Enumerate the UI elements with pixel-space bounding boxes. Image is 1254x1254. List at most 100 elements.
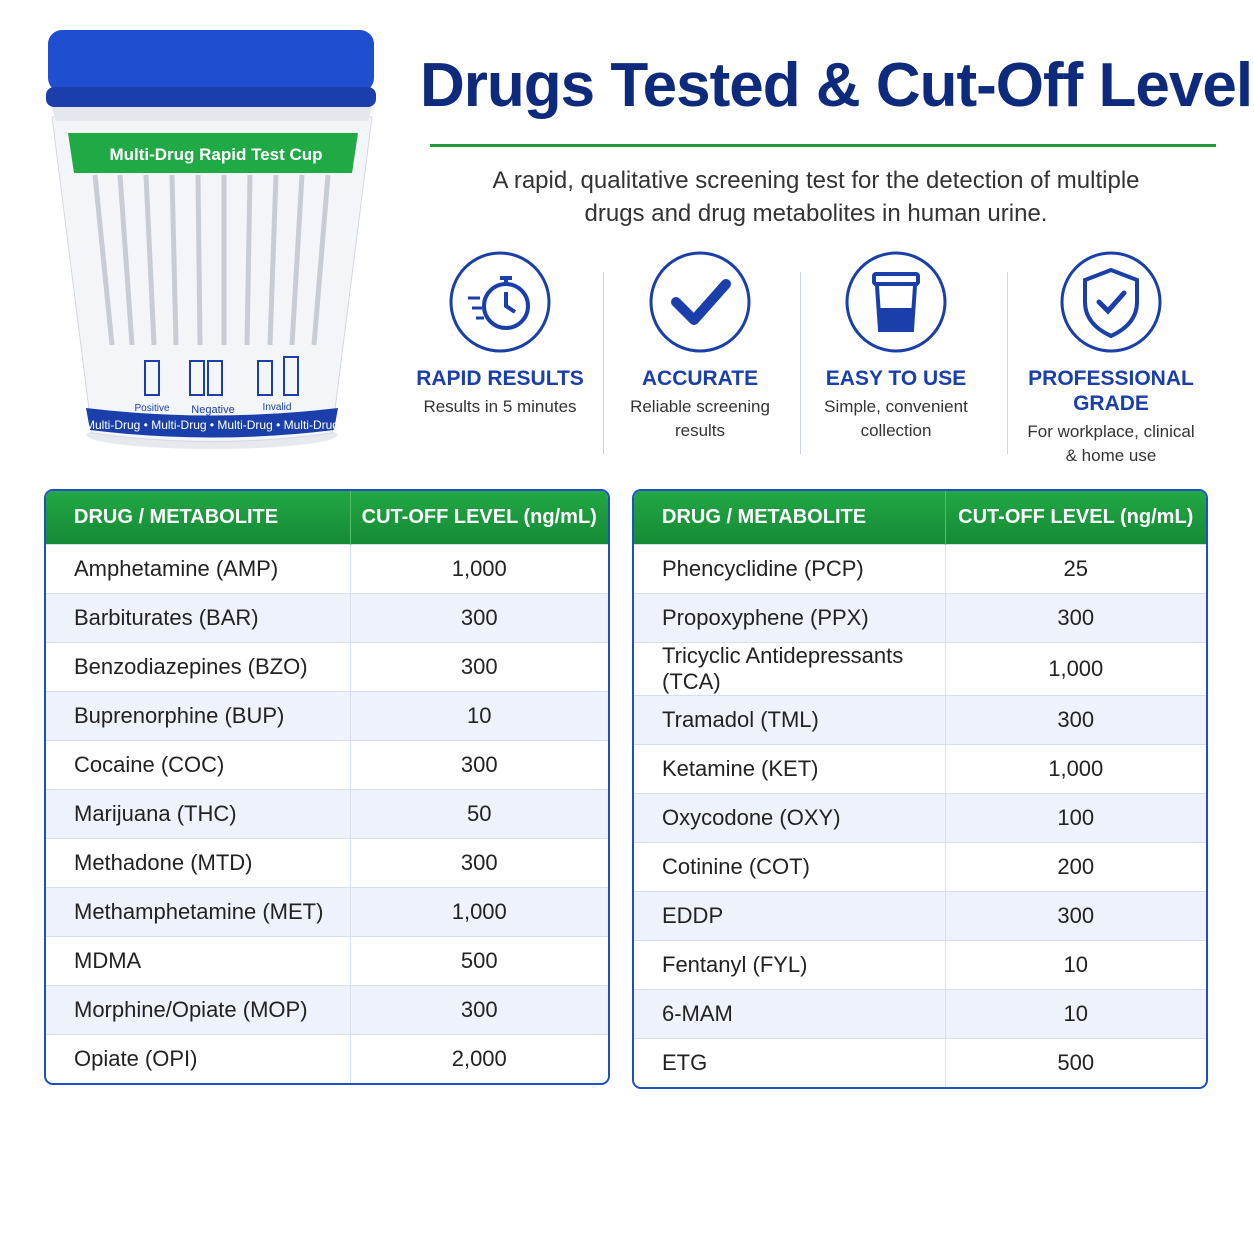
header-row: DRUG / METABOLITE CUT-OFF LEVEL (ng/mL) — [46, 491, 608, 545]
cutoff-cell: 1,000 — [944, 744, 1206, 794]
cutoff-cell: 1,000 — [349, 887, 608, 937]
feature-description: Simple, convenient collection — [824, 397, 968, 440]
drug-cell: Tricyclic Antidepressants (TCA) — [634, 642, 945, 696]
table-row: EDDP 300 — [634, 891, 1206, 941]
table-row: Phencyclidine (PCP) 25 — [634, 544, 1206, 594]
table-row: ETG 500 — [634, 1038, 1206, 1087]
drug-cell: Buprenorphine (BUP) — [46, 691, 350, 741]
feature: RAPID RESULTS Results in 5 minutes — [405, 250, 595, 419]
header-cell: CUT-OFF LEVEL (ng/mL) — [349, 491, 608, 545]
table-row: Tricyclic Antidepressants (TCA) 1,000 — [634, 642, 1206, 696]
subtitle-line: A rapid, qualitative screening test for … — [492, 167, 1140, 194]
drug-cell: Methamphetamine (MET) — [46, 887, 350, 937]
cutoff-cell: 10 — [944, 989, 1206, 1039]
table-row: Cocaine (COC) 300 — [46, 740, 608, 790]
cutoff-table: DRUG / METABOLITE CUT-OFF LEVEL (ng/mL) Ph… — [632, 489, 1208, 1089]
table-row: Buprenorphine (BUP) 10 — [46, 691, 608, 741]
icon — [1060, 251, 1162, 353]
table-row: Opiate (OPI) 2,000 — [46, 1034, 608, 1083]
test-cup: Multi-Drug Rapid Test Cup Positive Negat… — [46, 30, 376, 449]
feature: EASY TO USE Simple, convenient collectio… — [811, 250, 981, 443]
table-body: Phencyclidine (PCP) 25 Propoxyphene (PPX) 3… — [634, 544, 1206, 1087]
table-body: Amphetamine (AMP) 1,000 Barbiturates (BAR)… — [46, 544, 608, 1083]
cutoff-cell: 300 — [349, 642, 608, 692]
header-row: DRUG / METABOLITE CUT-OFF LEVEL (ng/mL) — [634, 491, 1206, 545]
divider — [1007, 272, 1008, 454]
result-label: Positive — [134, 403, 169, 414]
cup-label: Multi-Drug Rapid Test Cup — [109, 145, 322, 164]
table-row: Cotinine (COT) 200 — [634, 842, 1206, 892]
table-row: Morphine/Opiate (MOP) 300 — [46, 985, 608, 1035]
cutoff-cell: 300 — [944, 891, 1206, 941]
table-row: Ketamine (KET) 1,000 — [634, 744, 1206, 794]
drug-cell: Opiate (OPI) — [46, 1034, 350, 1083]
drug-cell: ETG — [634, 1038, 945, 1087]
drug-cell: Barbiturates (BAR) — [46, 593, 350, 643]
table-row: Oxycodone (OXY) 100 — [634, 793, 1206, 843]
table-row: Fentanyl (FYL) 10 — [634, 940, 1206, 990]
cutoff-cell: 10 — [944, 940, 1206, 990]
table-row: MDMA 500 — [46, 936, 608, 986]
icon — [845, 251, 947, 353]
table-row: Propoxyphene (PPX) 300 — [634, 593, 1206, 643]
drug-cell: MDMA — [46, 936, 350, 986]
cutoff-cell: 1,000 — [349, 544, 608, 594]
drug-cell: Propoxyphene (PPX) — [634, 593, 945, 643]
table-head: DRUG / METABOLITE CUT-OFF LEVEL (ng/mL) — [634, 491, 1206, 545]
feature: PROFESSIONAL GRADE For workplace, clinic… — [1021, 250, 1201, 468]
result-label: Negative — [191, 404, 234, 416]
table-head: DRUG / METABOLITE CUT-OFF LEVEL (ng/mL) — [46, 491, 608, 545]
result-label: Invalid — [263, 402, 292, 413]
drug-cell: Phencyclidine (PCP) — [634, 544, 945, 594]
drug-cell: Cotinine (COT) — [634, 842, 945, 892]
divider — [800, 272, 801, 454]
table-row: 6-MAM 10 — [634, 989, 1206, 1039]
drug-cell: Methadone (MTD) — [46, 838, 350, 888]
feature-title: EASY TO USE — [825, 367, 967, 390]
header-cell: CUT-OFF LEVEL (ng/mL) — [944, 491, 1206, 545]
table-row: Barbiturates (BAR) 300 — [46, 593, 608, 643]
cutoff-table: DRUG / METABOLITE CUT-OFF LEVEL (ng/mL) Am… — [44, 489, 610, 1085]
icon — [649, 251, 751, 353]
feature: ACCURATE Reliable screening results — [615, 250, 785, 443]
table-row: Amphetamine (AMP) 1,000 — [46, 544, 608, 594]
cutoff-cell: 200 — [944, 842, 1206, 892]
cutoff-cell: 50 — [349, 789, 608, 839]
cutoff-cell: 300 — [349, 593, 608, 643]
drug-cell: Ketamine (KET) — [634, 744, 945, 794]
divider — [603, 272, 604, 454]
icon — [449, 251, 551, 353]
cutoff-cell: 2,000 — [349, 1034, 608, 1083]
table-row: Methamphetamine (MET) 1,000 — [46, 887, 608, 937]
table-row: Tramadol (TML) 300 — [634, 695, 1206, 745]
cutoff-cell: 500 — [349, 936, 608, 986]
cutoff-cell: 1,000 — [944, 642, 1206, 696]
feature-description: Results in 5 minutes — [423, 397, 577, 416]
table-row: Benzodiazepines (BZO) 300 — [46, 642, 608, 692]
feature-description: Reliable screening results — [630, 397, 770, 440]
title-rule — [430, 144, 1216, 147]
drug-cell: EDDP — [634, 891, 945, 941]
feature-title: ACCURATE — [641, 367, 759, 390]
drug-cell: Fentanyl (FYL) — [634, 940, 945, 990]
header-cell: DRUG / METABOLITE — [46, 491, 350, 545]
cutoff-cell: 300 — [349, 740, 608, 790]
cutoff-cell: 500 — [944, 1038, 1206, 1087]
feature-description: For workplace, clinical & home use — [1027, 422, 1195, 465]
title: Drugs Tested & Cut-Off Levels — [420, 51, 1254, 120]
drug-cell: 6-MAM — [634, 989, 945, 1039]
cutoff-cell: 300 — [944, 695, 1206, 745]
cup-band: Multi-Drug • Multi-Drug • Multi-Drug • M… — [85, 418, 339, 432]
drug-cell: Cocaine (COC) — [46, 740, 350, 790]
drug-cell: Marijuana (THC) — [46, 789, 350, 839]
feature-title: RAPID RESULTS — [416, 367, 584, 390]
drug-cell: Amphetamine (AMP) — [46, 544, 350, 594]
drug-cell: Benzodiazepines (BZO) — [46, 642, 350, 692]
feature-title: PROFESSIONAL GRADE — [1028, 367, 1194, 415]
drug-cell: Tramadol (TML) — [634, 695, 945, 745]
cutoff-cell: 300 — [944, 593, 1206, 643]
cutoff-cell: 300 — [349, 838, 608, 888]
cutoff-cell: 25 — [944, 544, 1206, 594]
